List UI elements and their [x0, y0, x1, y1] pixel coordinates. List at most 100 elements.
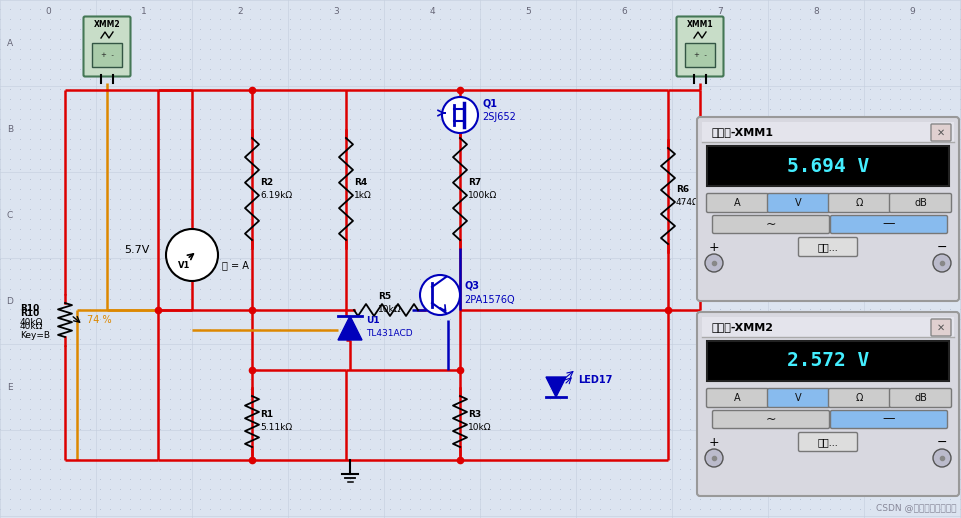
FancyBboxPatch shape — [702, 122, 954, 142]
Text: R10: R10 — [20, 309, 39, 318]
Text: Ω: Ω — [856, 198, 863, 208]
Text: ~: ~ — [766, 412, 776, 425]
Text: A: A — [7, 38, 13, 48]
FancyBboxPatch shape — [712, 215, 829, 234]
Text: 74 %: 74 % — [87, 315, 111, 325]
Text: R7: R7 — [468, 178, 481, 186]
Text: R10: R10 — [20, 304, 39, 312]
FancyBboxPatch shape — [799, 433, 857, 452]
Text: TL431ACD: TL431ACD — [366, 329, 412, 338]
Text: 1: 1 — [141, 7, 147, 16]
Text: CSDN @智者知已应修善业: CSDN @智者知已应修善业 — [876, 503, 957, 512]
Circle shape — [420, 275, 460, 315]
Text: 6.19kΩ: 6.19kΩ — [260, 191, 292, 199]
Text: 键 = A: 键 = A — [222, 260, 249, 270]
Text: 10kΩ: 10kΩ — [468, 423, 491, 432]
Text: B: B — [7, 124, 13, 134]
Circle shape — [166, 229, 218, 281]
Text: —: — — [883, 412, 896, 425]
Text: 2SJ652: 2SJ652 — [482, 112, 516, 122]
Text: 5: 5 — [525, 7, 530, 16]
Text: E: E — [7, 382, 12, 392]
Text: 40kΩ: 40kΩ — [20, 322, 43, 330]
Text: 2.572 V: 2.572 V — [787, 352, 869, 370]
Text: 2PA1576Q: 2PA1576Q — [464, 295, 515, 305]
Text: 万用表-XMM1: 万用表-XMM1 — [712, 127, 774, 137]
Text: R2: R2 — [260, 178, 273, 186]
Text: C: C — [7, 210, 13, 220]
Text: U1: U1 — [366, 315, 380, 324]
FancyBboxPatch shape — [712, 410, 829, 428]
FancyBboxPatch shape — [697, 312, 959, 496]
Text: R3: R3 — [468, 410, 481, 419]
FancyBboxPatch shape — [677, 17, 724, 77]
FancyBboxPatch shape — [890, 388, 951, 408]
Text: Key=B: Key=B — [20, 332, 50, 340]
Text: ✕: ✕ — [937, 128, 945, 138]
Text: R5: R5 — [378, 292, 391, 300]
Circle shape — [933, 449, 951, 467]
Text: 4: 4 — [430, 7, 434, 16]
Text: 5.7V: 5.7V — [125, 245, 150, 255]
Text: V1: V1 — [178, 261, 190, 269]
Text: 设置...: 设置... — [818, 437, 838, 447]
FancyBboxPatch shape — [799, 237, 857, 256]
FancyBboxPatch shape — [768, 194, 829, 212]
Text: ✕: ✕ — [937, 323, 945, 333]
Text: Q1: Q1 — [482, 98, 497, 108]
Text: +  -: + - — [694, 52, 706, 58]
FancyBboxPatch shape — [828, 194, 891, 212]
Text: 40kΩ: 40kΩ — [20, 318, 43, 326]
FancyBboxPatch shape — [830, 410, 948, 428]
Text: 10kΩ: 10kΩ — [378, 305, 402, 313]
FancyBboxPatch shape — [828, 388, 891, 408]
Text: V: V — [795, 393, 801, 403]
Text: 5.694 V: 5.694 V — [787, 156, 869, 176]
Text: 474Ω: 474Ω — [676, 197, 700, 207]
Text: 万用表-XMM2: 万用表-XMM2 — [712, 322, 774, 332]
Text: dB: dB — [914, 393, 927, 403]
FancyBboxPatch shape — [84, 17, 131, 77]
FancyBboxPatch shape — [707, 341, 949, 381]
FancyBboxPatch shape — [707, 146, 949, 186]
Circle shape — [933, 254, 951, 272]
Text: R4: R4 — [354, 178, 367, 186]
FancyBboxPatch shape — [931, 319, 951, 336]
Text: —: — — [883, 218, 896, 231]
Text: 8: 8 — [813, 7, 819, 16]
Text: 2: 2 — [237, 7, 243, 16]
Text: 设置...: 设置... — [818, 242, 838, 252]
FancyBboxPatch shape — [706, 194, 769, 212]
FancyBboxPatch shape — [768, 388, 829, 408]
Text: +: + — [708, 240, 720, 253]
Text: LED17: LED17 — [578, 375, 612, 385]
Text: ~: ~ — [766, 218, 776, 231]
Text: A: A — [734, 198, 741, 208]
Text: D: D — [7, 296, 13, 306]
Bar — [92, 43, 122, 67]
Text: 0: 0 — [45, 7, 51, 16]
Text: dB: dB — [914, 198, 927, 208]
FancyBboxPatch shape — [931, 124, 951, 141]
Text: XMM1: XMM1 — [687, 20, 713, 28]
Text: V: V — [795, 198, 801, 208]
Text: Ω: Ω — [856, 393, 863, 403]
FancyBboxPatch shape — [830, 215, 948, 234]
Text: +: + — [708, 436, 720, 449]
Text: Q3: Q3 — [464, 280, 479, 290]
FancyBboxPatch shape — [890, 194, 951, 212]
Text: −: − — [937, 436, 948, 449]
Bar — [685, 43, 715, 67]
Circle shape — [705, 449, 723, 467]
Text: 100kΩ: 100kΩ — [468, 191, 497, 199]
Text: +  -: + - — [101, 52, 113, 58]
FancyBboxPatch shape — [706, 388, 769, 408]
Text: R6: R6 — [676, 184, 689, 194]
Circle shape — [442, 97, 478, 133]
Text: −: − — [937, 240, 948, 253]
Text: A: A — [734, 393, 741, 403]
FancyBboxPatch shape — [697, 117, 959, 301]
Text: R1: R1 — [260, 410, 273, 419]
FancyBboxPatch shape — [702, 317, 954, 337]
Text: 1kΩ: 1kΩ — [354, 191, 372, 199]
